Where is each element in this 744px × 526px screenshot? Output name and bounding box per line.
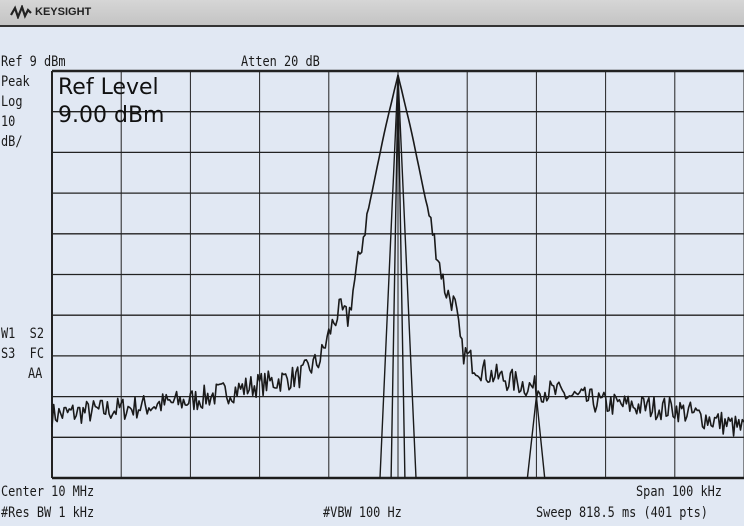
scale-value-label: 10 (1, 114, 16, 130)
status-flags-2: S3 FC (1, 346, 44, 362)
ref-level-readout: Ref 9 dBm (1, 54, 66, 70)
trace-3 (390, 82, 406, 479)
attenuation-readout: Atten 20 dB (241, 54, 320, 70)
title-bar: KEYSIGHT (0, 0, 744, 27)
keysight-logo: KEYSIGHT (10, 5, 91, 19)
status-flags-3: AA (28, 366, 43, 382)
scale-unit-label: dB/ (1, 134, 23, 150)
status-flags-1: W1 S2 (1, 326, 44, 342)
center-frequency: Center 10 MHz (1, 484, 95, 500)
scale-type-label: Log (1, 94, 23, 110)
active-function-label: Ref Level (58, 75, 159, 100)
detector-label: Peak (1, 74, 30, 90)
sweep-readout: Sweep 818.5 ms (401 pts) (536, 505, 708, 521)
active-function-value: 9.00 dBm (58, 103, 165, 128)
vbw-readout: #VBW 100 Hz (323, 505, 402, 521)
brand-name: KEYSIGHT (35, 6, 92, 18)
trace-2 (52, 74, 744, 479)
rbw-readout: #Res BW 1 kHz (1, 505, 95, 521)
keysight-wave-icon (10, 5, 32, 19)
span-readout: Span 100 kHz (636, 484, 722, 500)
